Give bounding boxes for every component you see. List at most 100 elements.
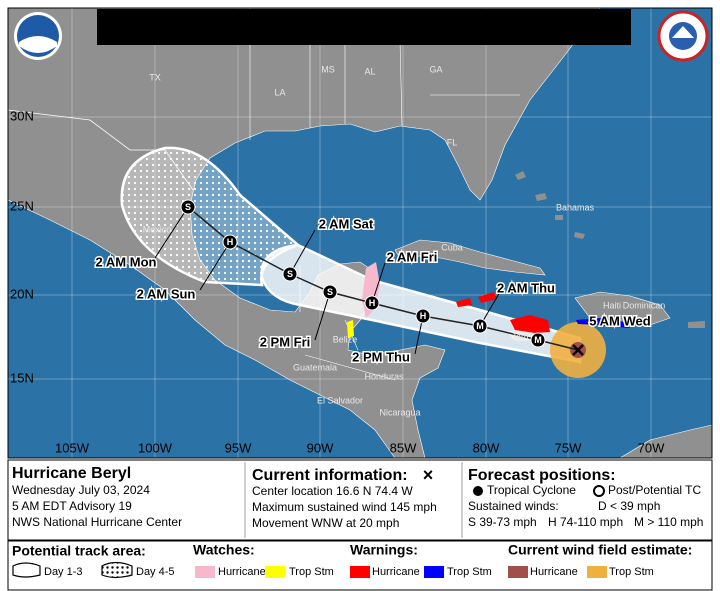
legend-swatch xyxy=(508,566,528,578)
storm-name: Hurricane Beryl xyxy=(12,465,131,482)
current-heading: Current information: xyxy=(252,467,408,484)
place-label: Belize xyxy=(333,334,358,344)
current-position xyxy=(572,344,584,356)
legend-tropical-cyclone: Tropical Cyclone xyxy=(487,483,576,497)
lon-label: 95W xyxy=(225,440,252,455)
nws-logo xyxy=(657,10,709,62)
legend-post-tc: Post/Potential TC xyxy=(608,483,701,497)
place-label: LA xyxy=(274,87,285,97)
forecast-point xyxy=(415,308,431,324)
bahamas xyxy=(515,171,585,239)
place-label: Dominican xyxy=(623,300,666,310)
place-label: AL xyxy=(364,66,375,76)
cuba xyxy=(394,239,546,276)
forecast-time: 2 AM Sun xyxy=(137,286,196,301)
place-label: Haiti xyxy=(603,300,621,310)
lat-label: 15N xyxy=(10,370,34,385)
legend-label: Hurricane xyxy=(530,566,578,578)
leader-line xyxy=(289,229,316,275)
info-panel xyxy=(7,459,713,591)
lon-label: 90W xyxy=(307,440,334,455)
forecast-intensity: S xyxy=(185,202,191,212)
forecast-point xyxy=(530,332,546,348)
forecast-intensity: H xyxy=(369,298,376,308)
legend-label: Trop Stm xyxy=(289,566,334,578)
lat-label: 20N xyxy=(10,286,34,301)
warning-hurricane xyxy=(456,292,550,333)
legend-label: Hurricane xyxy=(372,566,420,578)
legend-swatch xyxy=(350,566,370,578)
current-symbol: × xyxy=(423,465,434,485)
wind-m: M > 110 mph xyxy=(634,515,703,529)
lat-label: 30N xyxy=(10,108,34,123)
place-label: MS xyxy=(321,64,335,74)
legend-heading: Current wind field estimate: xyxy=(508,542,692,558)
legend-swatch xyxy=(195,566,215,578)
wind-h: H 74-110 mph xyxy=(548,515,623,529)
forecast-point xyxy=(180,199,196,215)
legend-label: Hurricane xyxy=(218,566,266,578)
place-label: El Salvador xyxy=(317,395,363,405)
issue-date: Wednesday July 03, 2024 xyxy=(12,483,150,497)
wind-s: S 39-73 mph xyxy=(468,515,537,529)
lon-label: 70W xyxy=(638,440,665,455)
warning-trop-stm xyxy=(576,318,642,328)
puerto-rico xyxy=(688,321,705,328)
forecast-time: 2 PM Fri xyxy=(260,334,311,349)
forecast-time: 2 AM Thu xyxy=(497,280,555,295)
south-america xyxy=(619,424,712,458)
lat-label: 25N xyxy=(10,198,34,213)
note-box xyxy=(97,9,631,45)
lon-label: 75W xyxy=(555,440,582,455)
forecast-intensity: S xyxy=(287,269,293,279)
legend-label: Trop Stm xyxy=(447,566,492,578)
forecast-intensity: H xyxy=(227,237,234,247)
forecast-point xyxy=(222,234,238,250)
forecast-intensity: H xyxy=(420,311,427,321)
forecast-point xyxy=(472,318,488,334)
forecast-point xyxy=(364,295,380,311)
wind-d: D < 39 mph xyxy=(598,499,660,513)
current-line: Center location 16.6 N 74.4 W xyxy=(252,484,413,498)
forecast-time: 2 AM Sat xyxy=(319,216,374,231)
sustained-winds: Sustained winds: xyxy=(468,499,559,513)
leader-line xyxy=(199,241,231,291)
map-frame xyxy=(7,7,713,459)
forecast-intensity: M xyxy=(476,321,484,331)
lon-label: 100W xyxy=(138,440,173,455)
place-label: Mexico xyxy=(316,297,345,307)
lon-label: 105W xyxy=(55,440,90,455)
office: NWS National Hurricane Center xyxy=(12,515,182,529)
place-label: FL xyxy=(447,137,458,147)
map: Note: The cone contains the probable pat… xyxy=(8,8,712,458)
forecast-time: 2 AM Mon xyxy=(96,254,157,269)
legend-swatch xyxy=(424,566,444,578)
lon-label: 85W xyxy=(390,440,417,455)
watch-trop-stm xyxy=(347,320,354,338)
place-label: Jam xyxy=(511,331,528,341)
forecast-intensity: S xyxy=(327,287,333,297)
forecast-point xyxy=(282,266,298,282)
legend-label: Trop Stm xyxy=(609,566,654,578)
place-label: Cuba xyxy=(441,242,463,252)
leader-line xyxy=(154,206,189,259)
forecast-intensity: M xyxy=(534,335,542,345)
legend-swatch xyxy=(587,566,607,578)
place-label: TX xyxy=(149,72,161,82)
lon-label: 80W xyxy=(473,440,500,455)
forecast-point xyxy=(322,284,338,300)
leader-line xyxy=(314,291,331,341)
cone-day-1-3 xyxy=(260,243,582,364)
current-line: Maximum sustained wind 145 mph xyxy=(252,500,437,514)
place-label: Bahamas xyxy=(556,202,595,212)
track-heading: Potential track area: xyxy=(12,543,146,559)
forecast-time: 2 PM Thu xyxy=(352,349,410,364)
noaa-logo xyxy=(14,12,62,60)
forecast-heading: Forecast positions: xyxy=(468,467,616,484)
legend-day-1-3: Day 1-3 xyxy=(44,566,83,578)
place-label: Guatemala xyxy=(293,362,337,372)
advisory: 5 AM EDT Advisory 19 xyxy=(12,499,132,513)
